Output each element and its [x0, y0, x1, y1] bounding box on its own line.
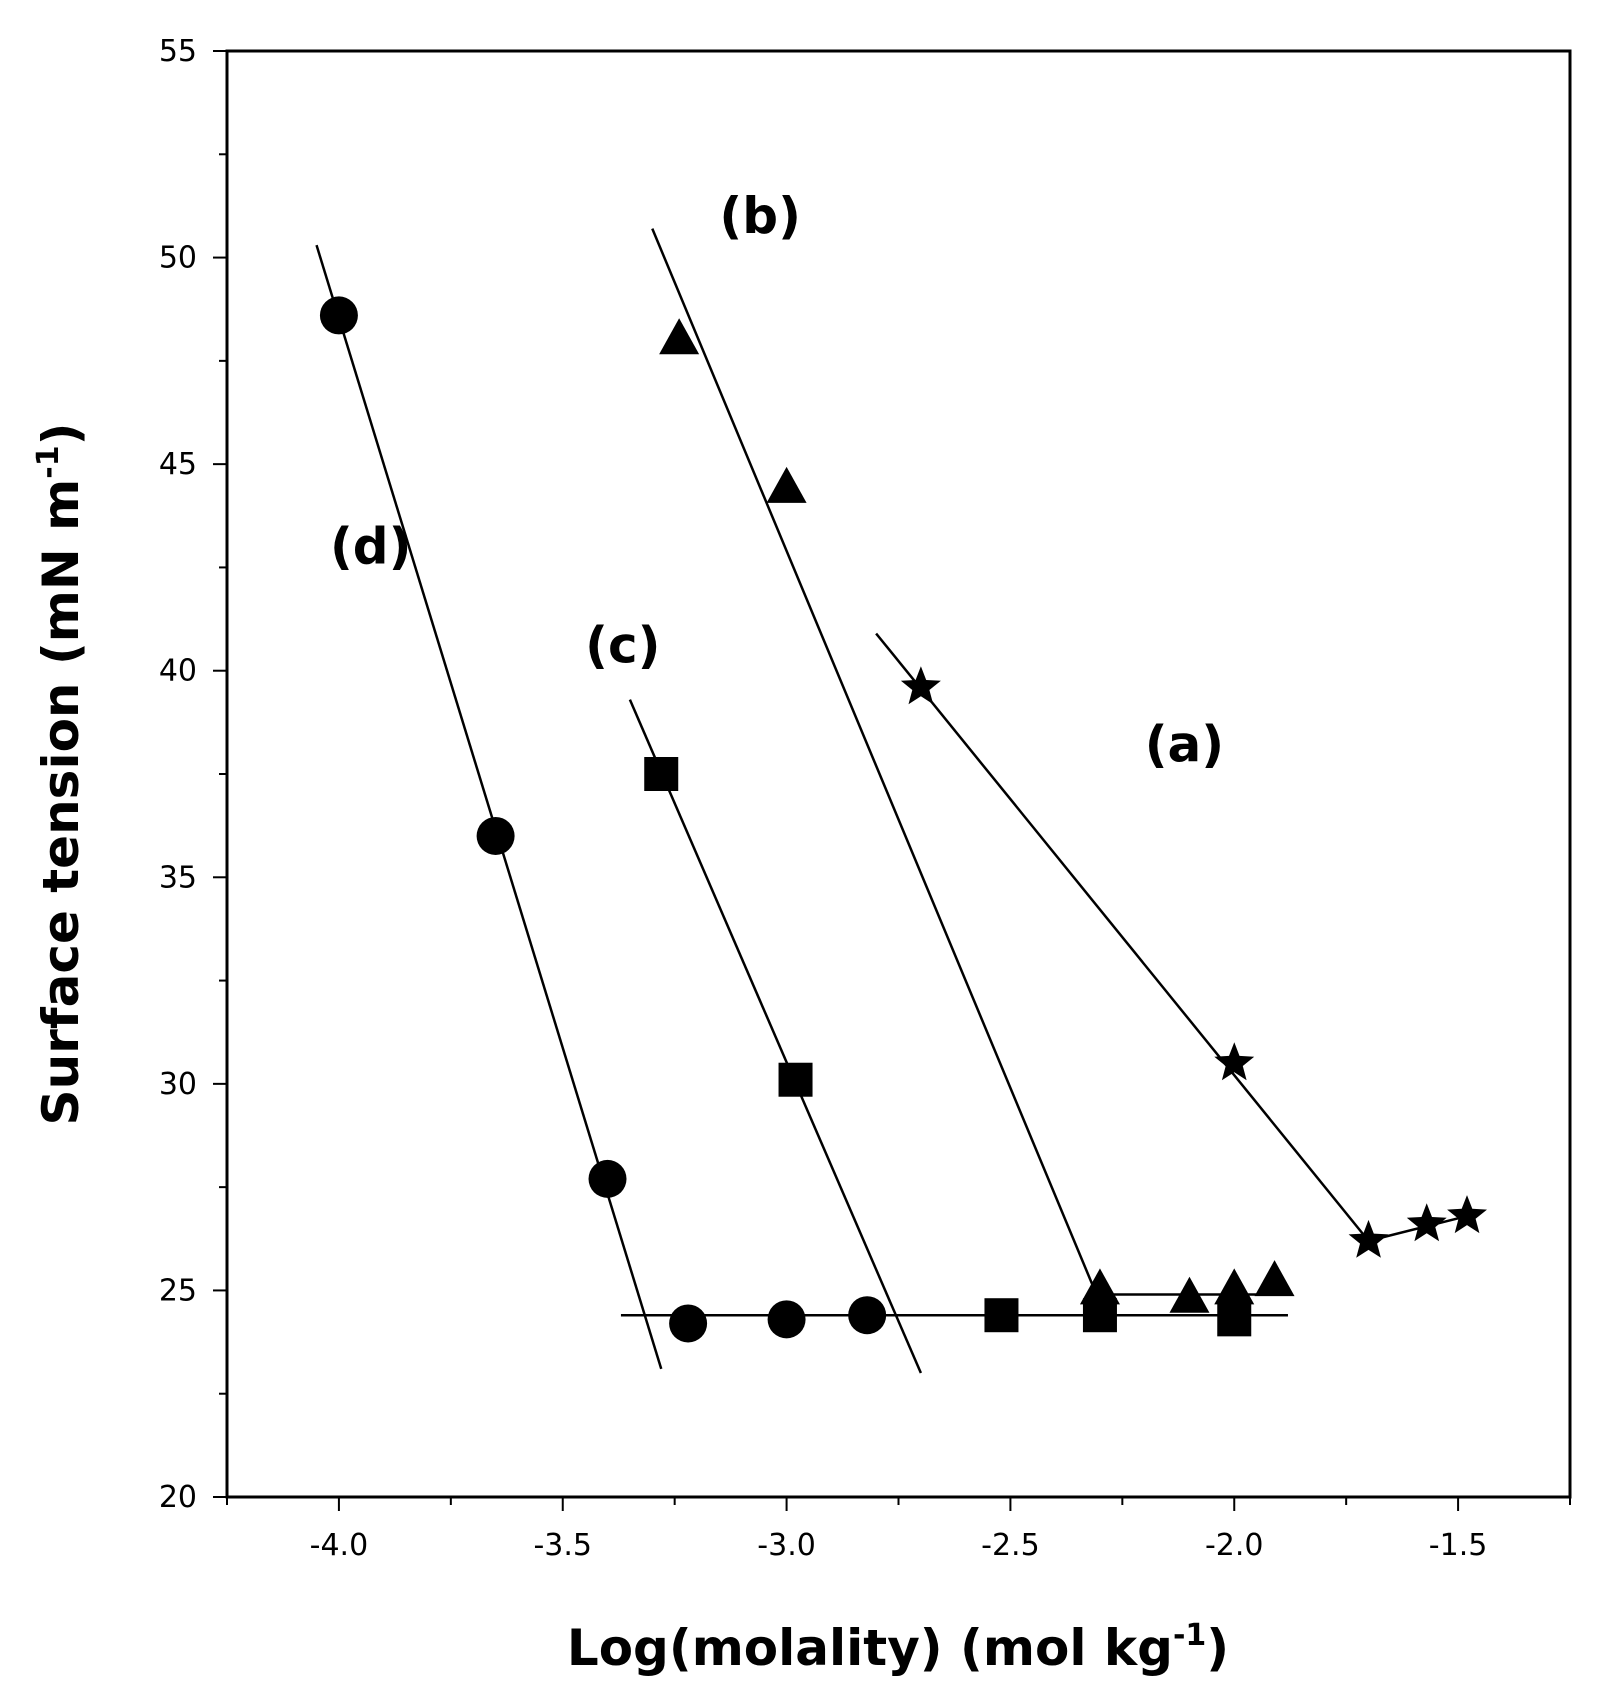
data-point-circle	[669, 1304, 708, 1343]
y-tick-label: 40	[159, 654, 197, 689]
data-point-star	[1214, 1042, 1255, 1081]
data-point-star	[1447, 1195, 1487, 1234]
data-point-triangle	[1214, 1268, 1255, 1305]
y-axis-title-tail: )	[32, 423, 90, 446]
axis-ticks: -4.0 -3.5 -3.0 -2.5 -2.0 -1.5 20 25 30 35 40 45 50 55	[159, 34, 1571, 1563]
data-point-circle	[767, 1300, 806, 1339]
y-tick-label: 30	[159, 1067, 197, 1102]
x-tick-label: -2.5	[981, 1528, 1040, 1563]
series-label: (c)	[585, 616, 660, 674]
x-tick-label: -2.0	[1205, 1528, 1264, 1563]
series-label: (a)	[1145, 716, 1224, 774]
x-tick-label: -3.5	[533, 1528, 592, 1563]
data-point-triangle	[1254, 1260, 1295, 1297]
fit-lines	[315, 228, 1468, 1374]
x-tick-label: -3.0	[757, 1528, 816, 1563]
data-point-star	[1348, 1219, 1389, 1258]
y-axis-title-text: Surface tension (mN m	[32, 479, 90, 1126]
x-axis-title-tail: )	[1206, 1619, 1229, 1677]
data-point-star	[900, 666, 941, 705]
data-point-triangle	[766, 466, 807, 503]
data-point-triangle	[659, 318, 700, 355]
data-markers	[319, 296, 1487, 1343]
x-tick-label: -4.0	[310, 1528, 369, 1563]
data-point-square	[1217, 1302, 1252, 1337]
y-tick-label: 35	[159, 860, 197, 895]
data-point-square	[778, 1062, 813, 1097]
fit-line	[875, 632, 1370, 1242]
y-tick-label: 50	[159, 241, 197, 276]
x-axis-title-sup: -1	[1173, 1618, 1206, 1653]
data-point-circle	[848, 1296, 887, 1335]
data-point-triangle	[1079, 1268, 1120, 1305]
y-axis-title: Surface tension (mN m-1)	[31, 423, 90, 1126]
data-point-circle	[319, 296, 358, 335]
fit-line	[315, 244, 663, 1370]
data-point-star	[1406, 1203, 1447, 1242]
y-tick-label: 55	[159, 34, 197, 69]
x-axis-title-text: Log(molality) (mol kg	[567, 1619, 1173, 1677]
y-tick-label: 25	[159, 1273, 197, 1308]
series-label: (b)	[719, 187, 801, 245]
x-axis-title: Log(molality) (mol kg-1)	[567, 1618, 1229, 1677]
data-point-circle	[588, 1159, 627, 1198]
y-tick-label: 20	[159, 1480, 197, 1515]
plot-frame	[225, 49, 1572, 1499]
data-point-square	[1082, 1298, 1117, 1333]
data-point-triangle	[1169, 1276, 1210, 1313]
series-labels: (a) (b) (c) (d)	[330, 187, 1224, 774]
x-tick-label: -1.5	[1429, 1528, 1488, 1563]
data-point-circle	[476, 816, 515, 855]
data-point-square	[984, 1298, 1019, 1333]
fit-line	[651, 228, 1102, 1304]
y-tick-label: 45	[159, 447, 197, 482]
y-axis-title-sup: -1	[31, 445, 66, 478]
fit-line	[628, 699, 923, 1374]
series-label: (d)	[330, 517, 412, 575]
data-point-square	[644, 757, 679, 791]
